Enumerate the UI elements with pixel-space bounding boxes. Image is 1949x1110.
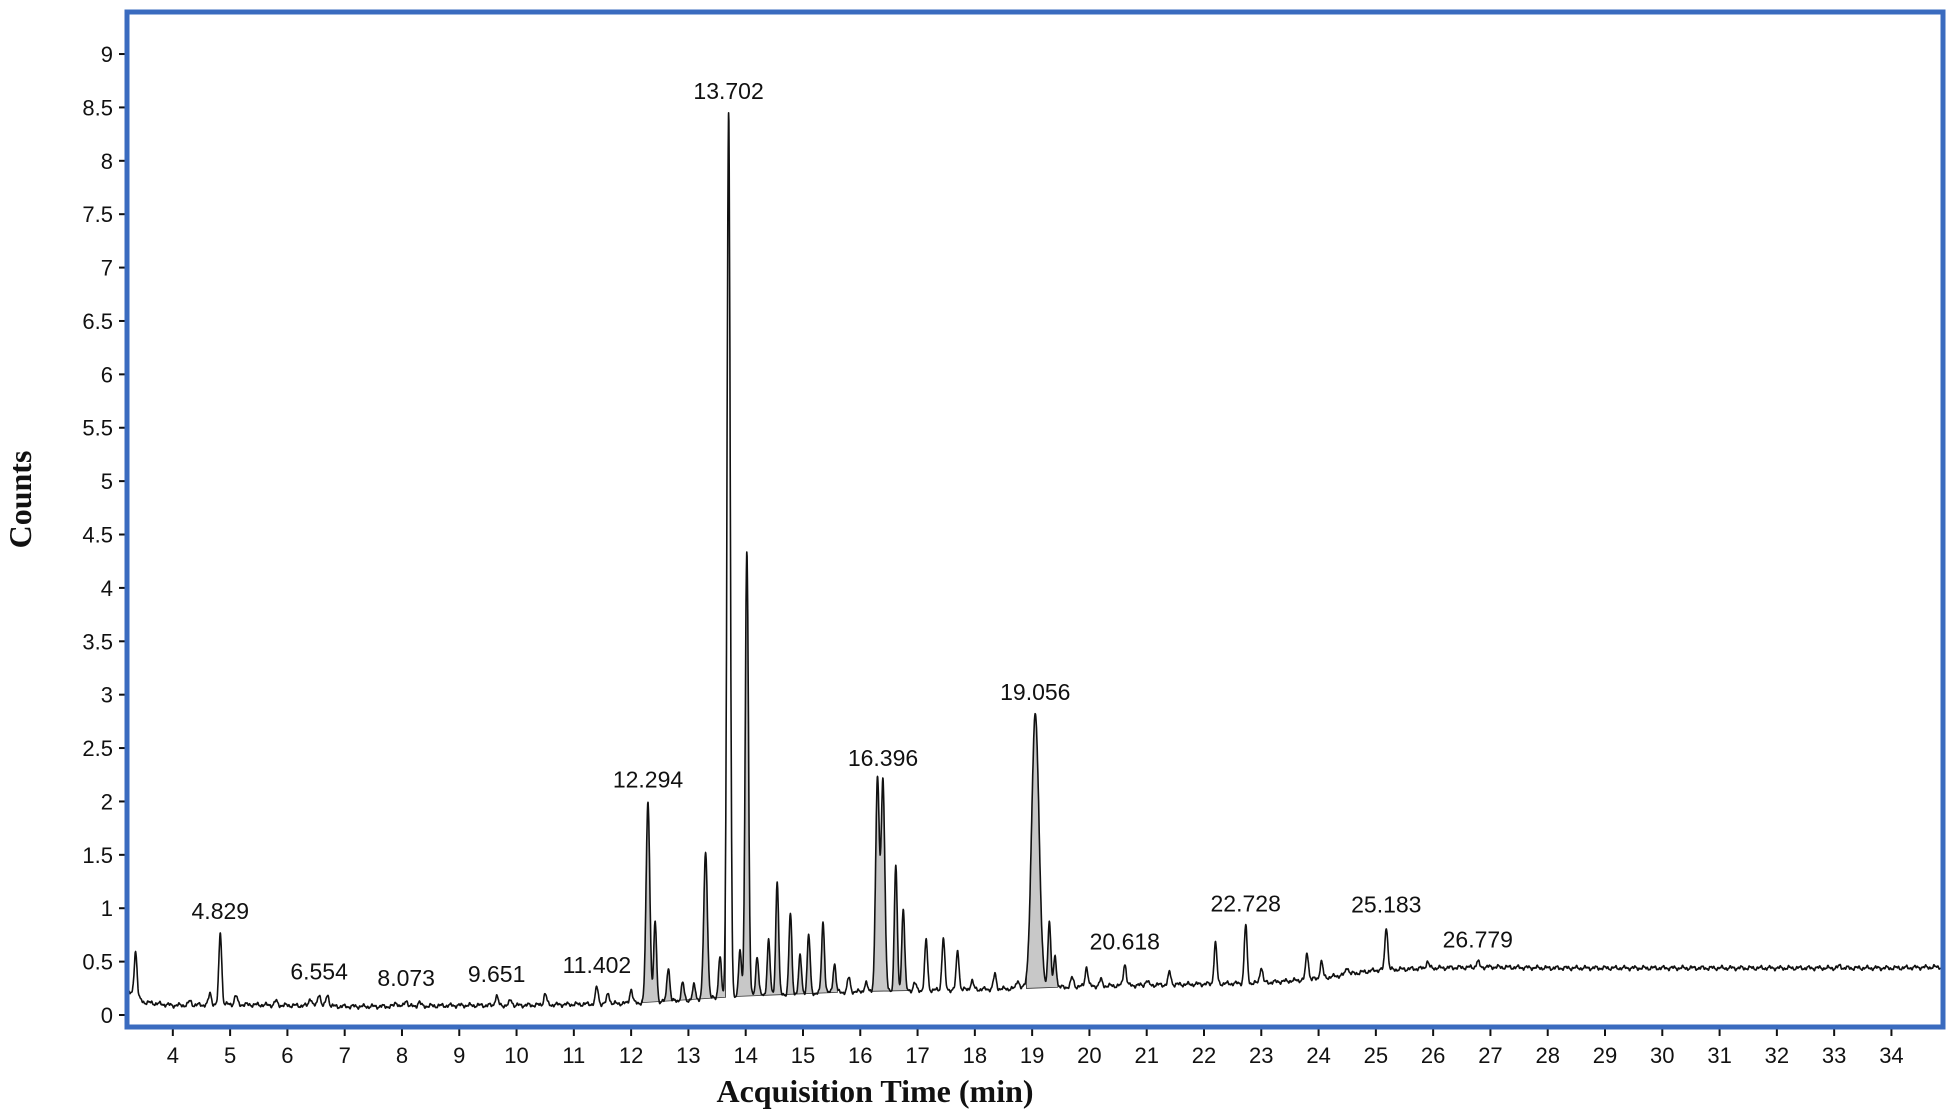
x-tick-label: 27 xyxy=(1478,1043,1502,1068)
y-tick-label: 0.5 xyxy=(82,950,113,975)
x-tick-label: 5 xyxy=(224,1043,236,1068)
x-tick-label: 7 xyxy=(339,1043,351,1068)
x-tick-label: 26 xyxy=(1421,1043,1445,1068)
x-tick-label: 29 xyxy=(1593,1043,1617,1068)
y-tick-label: 3 xyxy=(101,683,113,708)
peak-label: 13.702 xyxy=(693,78,763,104)
peak-label: 4.829 xyxy=(192,898,250,924)
y-tick-label: 2.5 xyxy=(82,736,113,761)
x-tick-label: 8 xyxy=(396,1043,408,1068)
signal-trace-layer xyxy=(126,112,1944,1010)
x-tick-label: 6 xyxy=(281,1043,293,1068)
x-tick-label: 16 xyxy=(848,1043,872,1068)
y-tick-label: 8 xyxy=(101,149,113,174)
y-tick-label: 7 xyxy=(101,256,113,281)
x-tick-label: 14 xyxy=(733,1043,757,1068)
x-tick-label: 10 xyxy=(504,1043,528,1068)
peak-fill-layer xyxy=(642,552,1059,1005)
x-tick-label: 25 xyxy=(1364,1043,1388,1068)
y-tick-label: 5 xyxy=(101,469,113,494)
peak-label: 16.396 xyxy=(848,745,918,771)
peak-label: 25.183 xyxy=(1351,891,1421,917)
x-tick-label: 12 xyxy=(619,1043,643,1068)
signal-trace xyxy=(126,112,1944,1010)
x-tick-label: 11 xyxy=(562,1043,585,1068)
x-tick-label: 21 xyxy=(1134,1043,1158,1068)
y-axis-title: Counts xyxy=(2,451,38,549)
y-axis: 0 0.5 1 1.5 2 2.5 3 3.5 4 4.5 5 5.5 6 6.5 7 7.5 8 8.5 9 xyxy=(82,42,127,1028)
peak-label: 8.073 xyxy=(377,965,435,991)
peak-label: 9.651 xyxy=(468,961,526,987)
x-tick-label: 34 xyxy=(1879,1043,1903,1068)
y-tick-label: 9 xyxy=(101,42,113,67)
y-tick-label: 4 xyxy=(101,576,113,601)
peak-label: 20.618 xyxy=(1090,929,1160,955)
x-tick-label: 28 xyxy=(1535,1043,1559,1068)
x-axis-title: Acquisition Time (min) xyxy=(716,1073,1033,1109)
y-tick-label: 0 xyxy=(101,1003,113,1028)
x-tick-label: 31 xyxy=(1707,1043,1731,1068)
x-tick-label: 24 xyxy=(1306,1043,1330,1068)
x-tick-label: 19 xyxy=(1020,1043,1044,1068)
y-tick-label: 3.5 xyxy=(82,629,113,654)
x-tick-label: 9 xyxy=(453,1043,465,1068)
y-tick-label: 7.5 xyxy=(82,202,113,227)
y-tick-label: 5.5 xyxy=(82,416,113,441)
x-tick-label: 23 xyxy=(1249,1043,1273,1068)
peak-label: 26.779 xyxy=(1443,927,1513,953)
x-tick-label: 4 xyxy=(167,1043,179,1068)
x-tick-label: 13 xyxy=(676,1043,700,1068)
x-tick-label: 17 xyxy=(905,1043,929,1068)
peak-label: 22.728 xyxy=(1211,890,1281,916)
peak-label-layer: 4.829 6.554 8.073 9.651 11.402 12.294 13.702 16… xyxy=(192,78,1513,991)
peak-label: 19.056 xyxy=(1000,679,1070,705)
x-axis: 4 5 6 7 8 9 10 11 12 13 14 15 16 17 18 19 20 21 22 23 24 25 26… xyxy=(167,1027,1904,1068)
y-tick-label: 6.5 xyxy=(82,309,113,334)
y-tick-label: 4.5 xyxy=(82,523,113,548)
x-tick-label: 22 xyxy=(1192,1043,1216,1068)
x-tick-label: 20 xyxy=(1077,1043,1101,1068)
y-tick-label: 8.5 xyxy=(82,95,113,120)
peak-label: 11.402 xyxy=(563,952,632,978)
plot-frame xyxy=(124,9,1946,1030)
y-tick-label: 1 xyxy=(101,896,113,921)
peak-area-fill xyxy=(642,802,727,1005)
x-tick-label: 33 xyxy=(1822,1043,1846,1068)
peak-label: 6.554 xyxy=(290,959,348,985)
x-tick-label: 32 xyxy=(1765,1043,1789,1068)
x-tick-label: 18 xyxy=(963,1043,987,1068)
y-tick-label: 6 xyxy=(101,362,113,387)
peak-label: 12.294 xyxy=(613,767,684,793)
y-tick-label: 2 xyxy=(101,789,113,814)
x-tick-label: 15 xyxy=(791,1043,815,1068)
y-tick-label: 1.5 xyxy=(82,843,113,868)
x-tick-label: 30 xyxy=(1650,1043,1674,1068)
